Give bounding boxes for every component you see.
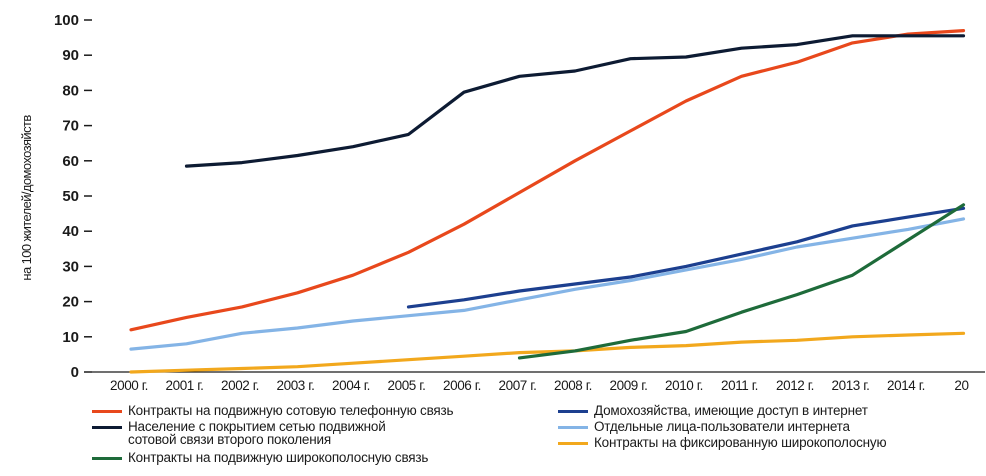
y-tick-label: 0 — [71, 364, 79, 381]
y-tick-label: 30 — [62, 258, 79, 275]
legend-label: Население с покрытием сетью подвижной со… — [128, 419, 386, 447]
legend-item: Население с покрытием сетью подвижной со… — [92, 420, 386, 446]
y-tick-label: 80 — [62, 82, 79, 99]
x-tick-label: 2004 г. — [332, 378, 370, 393]
series-line — [129, 29, 966, 332]
legend-label: Домохозяйства, имеющие доступ в интернет — [594, 403, 868, 418]
legend-swatch — [92, 426, 122, 429]
y-tick-label: 50 — [62, 188, 79, 205]
x-tick-label: 20 — [954, 378, 968, 393]
series-lines — [129, 29, 966, 374]
legend-item: Отдельные лица-пользователи интернета — [558, 420, 850, 433]
legend-swatch — [558, 426, 588, 429]
series-line — [129, 331, 966, 374]
legend-item: Домохозяйства, имеющие доступ в интернет — [558, 404, 868, 417]
y-axis: 0 10 20 30 40 50 60 70 80 90 100 — [54, 12, 92, 381]
y-tick-label: 40 — [62, 223, 79, 240]
legend-swatch — [558, 410, 588, 413]
y-axis-label: на 100 жителей/домохозяйств — [19, 115, 34, 281]
x-tick-label: 2012 г. — [776, 378, 814, 393]
legend-label: Отдельные лица-пользователи интернета — [594, 419, 850, 434]
series-line — [184, 34, 966, 168]
legend-swatch — [558, 442, 588, 445]
y-tick-label: 10 — [62, 329, 79, 346]
x-tick-label: 2009 г. — [609, 378, 647, 393]
y-tick-label: 60 — [62, 153, 79, 170]
y-tick-label: 90 — [62, 47, 79, 64]
x-tick-label: 2007 г. — [498, 378, 536, 393]
legend-label: Контракты на подвижную широкополосную св… — [128, 450, 429, 465]
x-tick-label: 2014 г. — [887, 378, 925, 393]
x-tick-label: 2005 г. — [387, 378, 425, 393]
series-line — [517, 203, 966, 360]
legend-swatch — [92, 457, 122, 460]
series-line — [406, 206, 966, 309]
y-tick-label: 70 — [62, 118, 79, 135]
y-tick-label: 100 — [54, 12, 79, 29]
legend-label: Контракты на подвижную сотовую телефонну… — [128, 403, 454, 418]
x-tick-label: 2000 г. — [110, 378, 148, 393]
x-tick-label: 2001 г. — [165, 378, 203, 393]
x-tick-label: 2008 г. — [554, 378, 592, 393]
legend-item: Контракты на подвижную широкополосную св… — [92, 451, 428, 464]
x-tick-label: 2003 г. — [276, 378, 314, 393]
y-tick-label: 20 — [62, 294, 79, 311]
series-line — [129, 217, 966, 351]
x-tick-label: 2013 г. — [831, 378, 869, 393]
legend-item: Контракты на подвижную сотовую телефонну… — [92, 403, 454, 418]
legend-label: Контракты на фиксированную широкополосну… — [594, 435, 887, 450]
x-axis-ticks: 2000 г. 2001 г. 2002 г. 2003 г. 2004 г. 2005 … — [110, 378, 969, 393]
legend-item: Контракты на фиксированную широкополосну… — [558, 435, 887, 450]
x-tick-label: 2006 г. — [443, 378, 481, 393]
legend-swatch — [92, 410, 122, 413]
x-tick-label: 2011 г. — [721, 378, 758, 393]
x-tick-label: 2010 г. — [665, 378, 703, 393]
x-tick-label: 2002 г. — [221, 378, 259, 393]
